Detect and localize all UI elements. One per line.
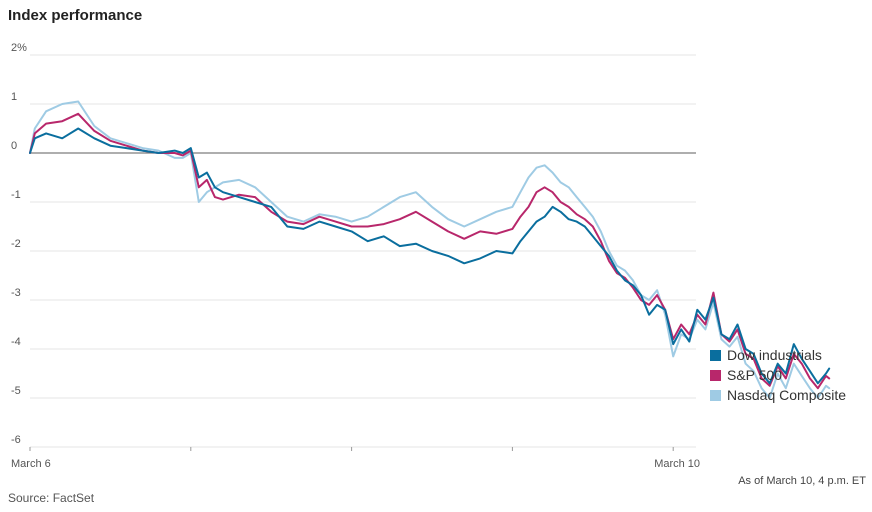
legend-item-nasdaq: Nasdaq Composite [710,385,846,405]
source-note: Source: FactSet [8,491,95,505]
grid-layer [30,54,696,448]
series-line-nasdaq-composite [29,100,831,399]
y-tick-label: 0 [11,140,17,152]
x-tick-label: March 6 [11,458,51,470]
legend-item-dow: Dow industrials [710,345,846,365]
y-tick-label: -2 [11,238,21,250]
series-line-s-p-500 [29,112,831,390]
legend-label-sp500: S&P 500 [727,367,783,383]
legend-swatch-sp500 [710,369,721,381]
x-tick-label: March 10 [654,458,700,470]
legend-swatch-nasdaq [710,389,721,401]
y-tick-label: -6 [11,434,21,446]
legend-label-nasdaq: Nasdaq Composite [727,387,847,403]
x-axis-ticks: March 6 March 10 [11,447,700,470]
y-tick-label: 1 [11,91,17,103]
y-tick-label: 2% [11,42,27,54]
y-tick-label: -4 [11,336,21,348]
y-tick-label: -5 [11,385,21,397]
series-line-dow-industrials [29,127,831,385]
y-tick-label: -3 [11,287,21,299]
legend-item-sp500: S&P 500 [710,365,846,385]
y-axis-ticks: 2% 1 0 -1 -2 -3 -4 -5 -6 [11,42,27,446]
legend: Dow industrials S&P 500 Nasdaq Composite [710,345,846,405]
legend-label-dow: Dow industrials [727,347,822,363]
as-of-note: As of March 10, 4 p.m. ET [738,475,866,487]
legend-swatch-dow [710,349,721,361]
y-tick-label: -1 [11,189,21,201]
series-layer [29,100,831,399]
chart-title: Index performance [8,7,143,24]
